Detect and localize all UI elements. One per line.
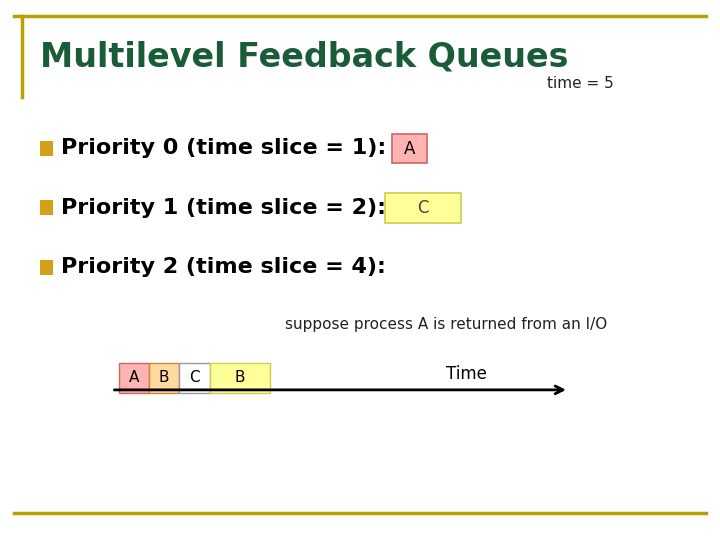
FancyBboxPatch shape	[149, 363, 179, 393]
Text: A: A	[129, 370, 139, 386]
Text: Priority 2 (time slice = 4):: Priority 2 (time slice = 4):	[61, 257, 386, 278]
Text: suppose process A is returned from an I/O: suppose process A is returned from an I/…	[285, 316, 608, 332]
FancyBboxPatch shape	[210, 363, 270, 393]
FancyBboxPatch shape	[40, 260, 53, 275]
FancyBboxPatch shape	[179, 363, 210, 393]
Text: Priority 0 (time slice = 1):: Priority 0 (time slice = 1):	[61, 138, 387, 159]
Text: A: A	[404, 139, 415, 158]
Text: B: B	[159, 370, 169, 386]
FancyBboxPatch shape	[40, 141, 53, 156]
Text: Time: Time	[446, 364, 487, 383]
Text: Multilevel Feedback Queues: Multilevel Feedback Queues	[40, 40, 568, 73]
FancyBboxPatch shape	[40, 200, 53, 215]
FancyBboxPatch shape	[119, 363, 149, 393]
Text: Priority 1 (time slice = 2):: Priority 1 (time slice = 2):	[61, 198, 386, 218]
Text: B: B	[235, 370, 245, 386]
Text: C: C	[418, 199, 428, 217]
Text: time = 5: time = 5	[547, 76, 614, 91]
FancyBboxPatch shape	[385, 193, 461, 222]
FancyBboxPatch shape	[392, 133, 427, 163]
Text: C: C	[189, 370, 199, 386]
